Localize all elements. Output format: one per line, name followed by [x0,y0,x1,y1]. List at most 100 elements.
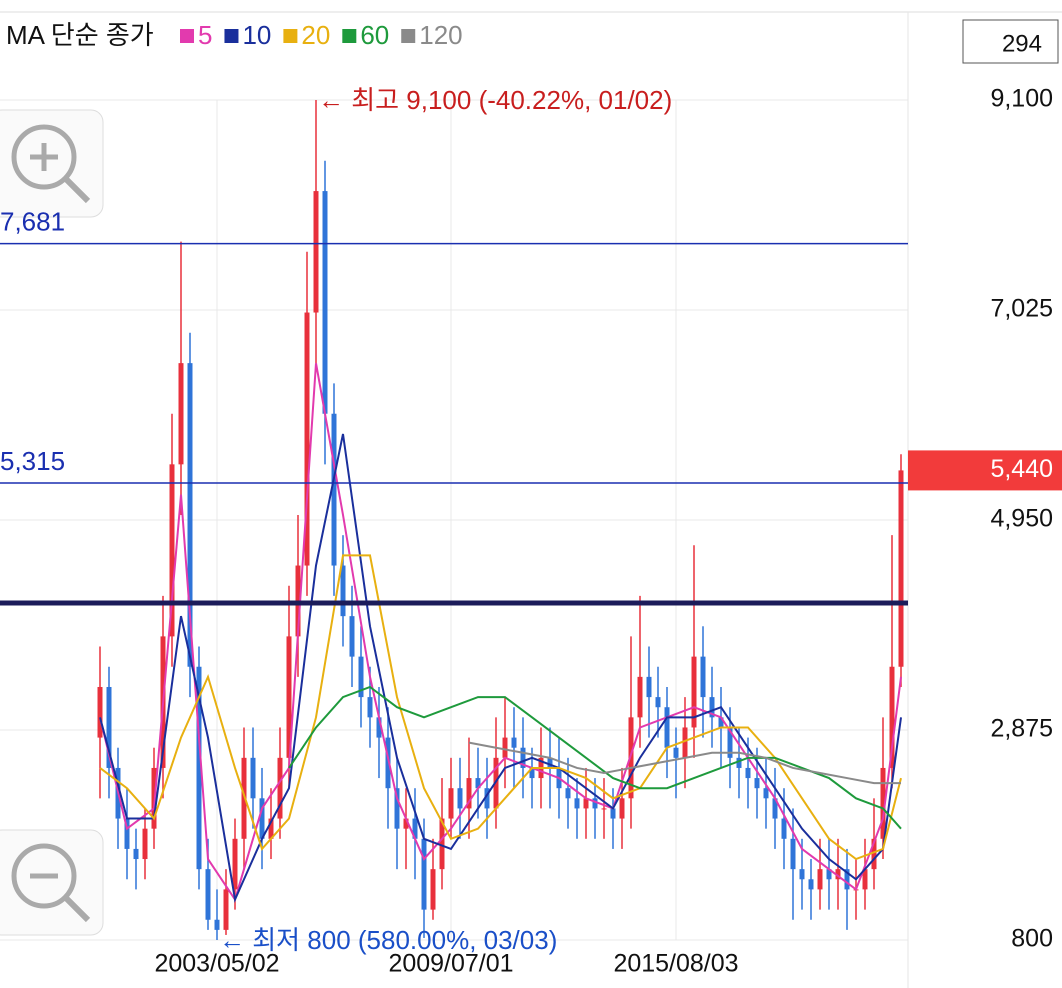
candle-body [511,737,517,748]
candle-body [376,717,382,738]
y-tick-label: 7,025 [990,295,1053,323]
candle-body [754,778,760,789]
count-text: 294 [1002,30,1042,57]
candle-body [763,788,769,799]
current-price-label: 5,440 [990,455,1053,483]
zoom-out-handle[interactable] [63,895,91,923]
candle-body [196,666,202,870]
candle-body [862,869,868,890]
candle-body [412,818,418,839]
legend-label: 5 [198,20,212,50]
plot-area [0,99,908,941]
candle-body [106,686,112,768]
candle-body [574,798,580,809]
candle-body [142,828,148,860]
zoom-in-icon[interactable] [11,124,77,190]
candle-body [520,747,526,768]
candle-body [628,717,634,799]
legend-swatch [224,29,239,43]
candle-body [619,798,625,819]
zoom-in-handle[interactable] [63,176,91,204]
candle-body [205,869,211,920]
candle-body [439,818,445,870]
count-box [962,19,1059,64]
current-price-box [908,450,1062,491]
candle-body [736,757,742,768]
candle-body [331,413,337,566]
legend-swatch [283,29,298,43]
candle-body [673,747,679,758]
candle-body [421,838,427,910]
annotation: ← 최저 800 (580.00%, 03/03) [219,925,557,955]
price-line-label: 7,681 [0,206,65,236]
candle-body [700,656,706,698]
candle-body [718,717,724,728]
zoom-out-icon[interactable] [11,843,77,909]
candle-body [340,565,346,617]
candle-body [790,838,796,870]
candle-body [808,879,814,890]
candle-body [826,869,832,880]
candle-body [610,808,616,819]
x-tick-label: 2015/08/03 [613,950,738,978]
legend-title: MA 단순 종가 [6,20,154,50]
x-tick-label: 2009/07/01 [388,950,513,978]
candle-body [592,798,598,809]
candle-body [682,727,688,758]
candle-body [349,616,355,657]
candle-body [871,838,877,870]
candle-body [232,838,238,890]
candle-body [214,919,220,930]
candle-body [448,788,454,819]
candle-body [655,697,661,708]
candle-body [223,889,229,930]
legend-swatch [342,29,357,43]
candle-body [268,818,274,839]
candle-body [178,363,184,465]
candle-body [889,666,895,768]
candle-body [565,788,571,799]
y-tick-label: 4,950 [990,505,1053,533]
ma-line [99,433,902,903]
price-line-label: 5,315 [0,446,65,476]
candle-body [466,778,472,809]
y-tick-label: 9,100 [990,85,1053,113]
zoom-in-button[interactable] [0,109,104,218]
legend-label: 10 [242,20,271,50]
candle-body [322,191,328,414]
candle-body [358,656,364,698]
candle-body [664,707,670,748]
candle-body [313,191,319,313]
candle-body [727,727,733,758]
zoom-out-button[interactable] [0,829,104,936]
candle-body [547,757,553,768]
candle-body [646,676,652,698]
candle-body [97,686,103,738]
candle-body [250,757,256,799]
candle-body [457,788,463,809]
candle-body [133,848,139,860]
legend-swatch [401,29,416,43]
candle-body [430,869,436,910]
candle-body [187,363,193,667]
candle-body [745,767,751,779]
candle-body [709,697,715,718]
candle-body [835,869,841,880]
candle-body [601,808,607,810]
candle-body [529,767,535,779]
legend-swatch [180,29,194,43]
candle-body [781,818,787,839]
y-tick-label: 800 [1011,925,1053,953]
candle-body [475,778,481,789]
candle-body [241,757,247,839]
candle-body [124,818,130,849]
candle-body [484,788,490,809]
candle-body [385,737,391,789]
candle-body [817,869,823,890]
candle-body [169,464,175,637]
candle-body [394,788,400,829]
legend-label: 120 [419,20,462,50]
candle-body [898,470,904,667]
annotation: ← 최고 9,100 (-40.22%, 01/02) [318,85,672,115]
